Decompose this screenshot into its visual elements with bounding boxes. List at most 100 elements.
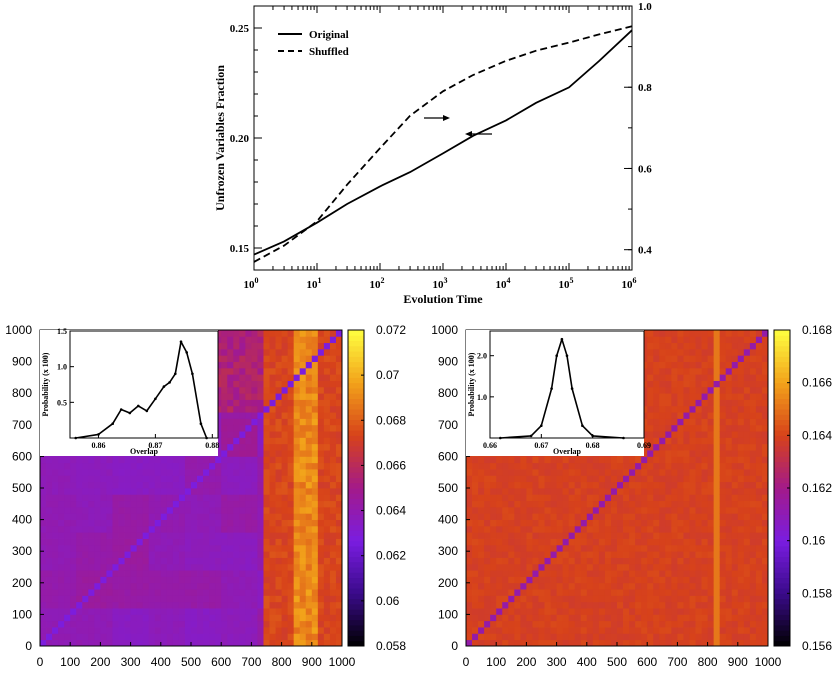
heatmap-cell	[70, 525, 77, 533]
heatmap-cell	[520, 633, 527, 641]
heatmap-cell	[671, 525, 678, 533]
heatmap-cell	[142, 595, 150, 603]
inset-point	[111, 422, 114, 426]
heatmap-cell	[239, 639, 246, 647]
heatmap-cell	[118, 595, 125, 603]
heatmap-cell	[514, 582, 521, 590]
heatmap-cell	[239, 570, 246, 577]
heatmap-cell	[641, 475, 648, 483]
heatmap-cell	[629, 462, 636, 470]
heatmap-cell	[574, 633, 582, 641]
heatmap-cell	[106, 570, 113, 577]
heatmap-cell	[227, 608, 234, 615]
heatmap-cell	[580, 582, 588, 590]
heatmap-cell	[653, 620, 660, 628]
heatmap-cell	[335, 538, 343, 546]
heatmap-cell	[233, 342, 240, 350]
heatmap-cell	[299, 576, 307, 584]
heatmap-cell	[635, 608, 642, 615]
heatmap-cell	[653, 342, 660, 350]
heatmap-cell	[203, 582, 210, 590]
heatmap-cell	[40, 544, 47, 552]
heatmap-cell	[275, 608, 282, 615]
heatmap-cell	[215, 481, 222, 489]
heatmap-cell	[70, 551, 77, 558]
heatmap-cell	[520, 519, 527, 527]
heatmap-cell	[550, 500, 557, 508]
heatmap-cell	[136, 582, 144, 590]
heatmap-cell	[701, 538, 708, 546]
heatmap-cell	[64, 627, 71, 634]
heatmap-cell	[701, 342, 708, 350]
heatmap-cell	[647, 431, 654, 438]
heatmap-cell	[556, 519, 564, 527]
heatmap-cell	[118, 481, 125, 489]
heatmap-cell	[124, 525, 131, 533]
heatmap-cell	[64, 608, 71, 615]
heatmap-cell	[130, 601, 138, 609]
heatmap-cell	[556, 557, 564, 565]
heatmap-cell	[580, 608, 588, 615]
heatmap-cell	[251, 450, 258, 457]
heatmap-cell	[58, 582, 65, 590]
heatmap-cell	[508, 525, 515, 533]
heatmap-cell	[203, 462, 210, 470]
heatmap-cell	[707, 348, 715, 356]
heatmap-cell	[695, 494, 702, 502]
heatmap-cell	[665, 538, 672, 546]
heatmap-cell	[172, 570, 180, 577]
heatmap-cell	[100, 551, 107, 558]
inset-point	[191, 372, 194, 376]
heatmap-cell	[335, 469, 343, 476]
heatmap-cell	[245, 627, 252, 634]
heatmap-cell	[269, 538, 276, 546]
heatmap-cell	[490, 614, 497, 622]
heatmap-cell	[335, 412, 343, 419]
heatmap-cell	[574, 589, 582, 596]
heatmap-cell	[598, 513, 606, 520]
heatmap-cell	[532, 532, 539, 539]
heatmap-cell	[215, 582, 222, 590]
heatmap-cell	[215, 608, 222, 615]
heatmap-cell	[311, 355, 319, 362]
heatmap-cell	[665, 412, 672, 419]
heatmap-cell	[160, 506, 168, 514]
heatmap-cell	[329, 551, 337, 558]
heatmap-cell	[671, 563, 678, 571]
heatmap-cell	[323, 374, 331, 381]
colorbar-segment	[348, 577, 364, 584]
heatmap-cell	[689, 544, 696, 552]
heatmap-cell	[598, 551, 606, 558]
heatmap-cell	[707, 620, 715, 628]
heatmap-cell	[215, 601, 222, 609]
heatmap-cell	[526, 494, 533, 502]
heatmap-cell	[154, 639, 162, 647]
heatmap-cell	[653, 374, 660, 381]
heatmap-cell	[329, 506, 337, 514]
heatmap-cell	[82, 620, 89, 628]
heatmap-cell	[604, 469, 612, 476]
heatmap-cell	[317, 627, 325, 634]
heatmap-cell	[275, 620, 282, 628]
heatmap-cell	[574, 576, 582, 584]
heatmap-cell	[305, 405, 313, 413]
heatmap-cell	[263, 563, 270, 571]
heatmap-cell	[281, 563, 289, 571]
heatmap-cell	[647, 633, 654, 641]
heatmap-cell	[293, 399, 301, 407]
heatmap-cell	[299, 418, 307, 426]
heatmap-cell	[490, 525, 497, 533]
heatmap-cell	[112, 500, 119, 508]
heatmap-cell	[263, 443, 270, 451]
heatmap-cell	[227, 576, 234, 584]
heatmap-cell	[677, 336, 684, 344]
heatmap-cell	[130, 538, 138, 546]
heatmap-cell	[52, 614, 59, 622]
heatmap-cell	[257, 551, 264, 558]
heatmap-cell	[466, 544, 473, 552]
heatmap-cell	[683, 412, 690, 419]
heatmap-cell	[130, 639, 138, 647]
heatmap-cell	[281, 367, 289, 375]
heatmap-cell	[665, 639, 672, 647]
heatmap-cell	[683, 475, 690, 483]
